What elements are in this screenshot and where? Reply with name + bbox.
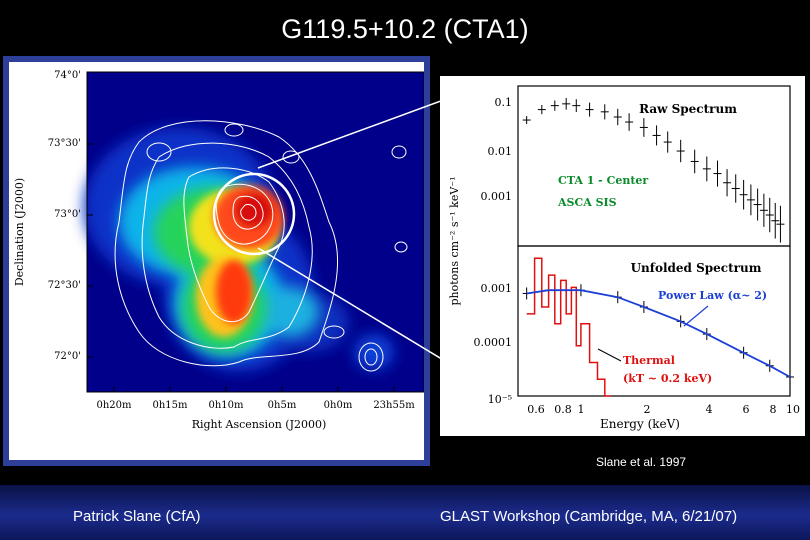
raw-data-point xyxy=(625,113,634,131)
raw-spectrum-title: Raw Spectrum xyxy=(639,102,737,116)
raw-data-point xyxy=(550,100,559,111)
raw-data-point xyxy=(676,139,685,163)
raw-data-point xyxy=(522,116,531,125)
dec-tick-marks xyxy=(87,143,395,392)
thermal-model-line xyxy=(526,257,611,397)
citation-credit: Slane et al. 1997 xyxy=(596,455,687,469)
raw-data-point xyxy=(723,169,732,197)
source-label: CTA 1 - Center xyxy=(558,174,648,187)
ra-tick-labels: 0h20m 0h15m 0h10m 0h5m 0h0m 23h55m xyxy=(96,400,415,411)
bottom-y-tick-label: 0.001 xyxy=(481,282,513,295)
raw-data-point xyxy=(690,149,699,174)
spectrum-x-axis-label: Energy (keV) xyxy=(600,417,680,431)
raw-data-point xyxy=(759,193,768,227)
dec-tick-label: 73°0' xyxy=(54,209,81,220)
spectrum-x-tick-labels: 0.6 0.8 1 2 4 6 8 10 xyxy=(527,403,800,416)
spectrum-figure: Raw Spectrum Unfolded Spectrum CTA 1 - C… xyxy=(440,76,805,436)
raw-data-point xyxy=(537,104,546,115)
x-tick-label: 6 xyxy=(743,403,750,416)
bottom-y-tick-label: 0.0001 xyxy=(474,336,513,349)
raw-data-point xyxy=(652,125,661,146)
ra-tick-label: 23h55m xyxy=(373,400,415,411)
footer-event: GLAST Workshop (Cambridge, MA, 6/21/07) xyxy=(440,508,738,525)
x-tick-label: 10 xyxy=(786,403,800,416)
spectrum-background xyxy=(440,76,805,436)
x-tick-label: 8 xyxy=(770,403,777,416)
x-tick-label: 0.6 xyxy=(527,403,545,416)
top-y-tick-label: 0.1 xyxy=(495,96,513,109)
raw-data-point xyxy=(613,108,622,126)
instrument-label: ASCA SIS xyxy=(557,196,617,209)
raw-data-point xyxy=(600,104,609,120)
spectrum-y-tick-labels: 0.1 0.01 0.001 0.001 0.0001 10⁻⁵ xyxy=(474,96,513,406)
raw-data-point xyxy=(585,102,594,117)
raw-data-point xyxy=(663,131,672,153)
extraction-region-circle xyxy=(212,172,296,256)
ra-tick-label: 0h10m xyxy=(208,400,244,411)
xray-map-figure: 74°0' 73°30' 73°0' 72°30' 72°0' 0h20m 0h… xyxy=(13,70,424,431)
thermal-label-line2: (kT ~ 0.2 keV) xyxy=(623,372,712,385)
ra-tick-label: 0h0m xyxy=(324,400,353,411)
xray-map-panel: 74°0' 73°30' 73°0' 72°30' 72°0' 0h20m 0h… xyxy=(9,62,424,460)
dec-tick-label: 73°30' xyxy=(48,138,81,149)
map-y-axis-label: Declination (J2000) xyxy=(13,178,26,286)
footer-author: Patrick Slane (CfA) xyxy=(73,508,201,525)
raw-data-point xyxy=(562,98,571,110)
unfolded-spectrum-panel xyxy=(517,245,791,397)
top-y-tick-label: 0.001 xyxy=(481,190,513,203)
powerlaw-arrow xyxy=(683,305,709,327)
raw-data-point xyxy=(753,188,762,221)
thermal-arrow xyxy=(597,348,622,362)
slide-title: G119.5+10.2 (CTA1) xyxy=(281,14,529,44)
map-axes-box xyxy=(86,71,424,393)
dec-tick-label: 72°30' xyxy=(48,280,81,291)
ra-tick-label: 0h5m xyxy=(268,400,297,411)
dec-tick-label: 72°0' xyxy=(54,351,81,362)
powerlaw-model-line xyxy=(526,289,791,378)
bottom-y-tick-label: 10⁻⁵ xyxy=(488,393,512,406)
raw-data-point xyxy=(739,179,748,210)
xray-map-frame: 74°0' 73°30' 73°0' 72°30' 72°0' 0h20m 0h… xyxy=(3,56,430,466)
intensity-contours xyxy=(114,120,408,372)
thermal-label-line1: Thermal xyxy=(623,354,675,367)
footer-bar: Patrick Slane (CfA) GLAST Workshop (Camb… xyxy=(0,485,810,540)
raw-data-point xyxy=(572,99,581,113)
dec-tick-labels: 74°0' 73°30' 73°0' 72°30' 72°0' xyxy=(48,70,81,362)
raw-data-point xyxy=(731,174,740,203)
raw-data-point xyxy=(639,118,648,137)
map-x-axis-label: Right Ascension (J2000) xyxy=(192,418,327,431)
x-tick-label: 0.8 xyxy=(554,403,572,416)
unfolded-spectrum-title: Unfolded Spectrum xyxy=(631,261,762,275)
top-y-tick-label: 0.01 xyxy=(488,145,513,158)
x-tick-label: 1 xyxy=(578,403,585,416)
raw-data-point xyxy=(713,160,722,187)
raw-data-point xyxy=(765,197,774,233)
x-tick-label: 4 xyxy=(706,403,713,416)
x-tick-label: 2 xyxy=(644,403,651,416)
raw-data-point xyxy=(746,184,755,216)
raw-spectrum-points xyxy=(522,98,785,243)
spectrum-y-axis-label: photons cm⁻² s⁻¹ keV⁻¹ xyxy=(448,176,461,305)
raw-data-point xyxy=(702,156,711,182)
dec-tick-label: 74°0' xyxy=(54,70,81,81)
raw-data-point xyxy=(776,205,785,243)
ra-tick-label: 0h20m xyxy=(96,400,132,411)
powerlaw-label: Power Law (α~ 2) xyxy=(658,289,767,302)
ra-tick-label: 0h15m xyxy=(152,400,188,411)
raw-data-point xyxy=(771,202,780,239)
